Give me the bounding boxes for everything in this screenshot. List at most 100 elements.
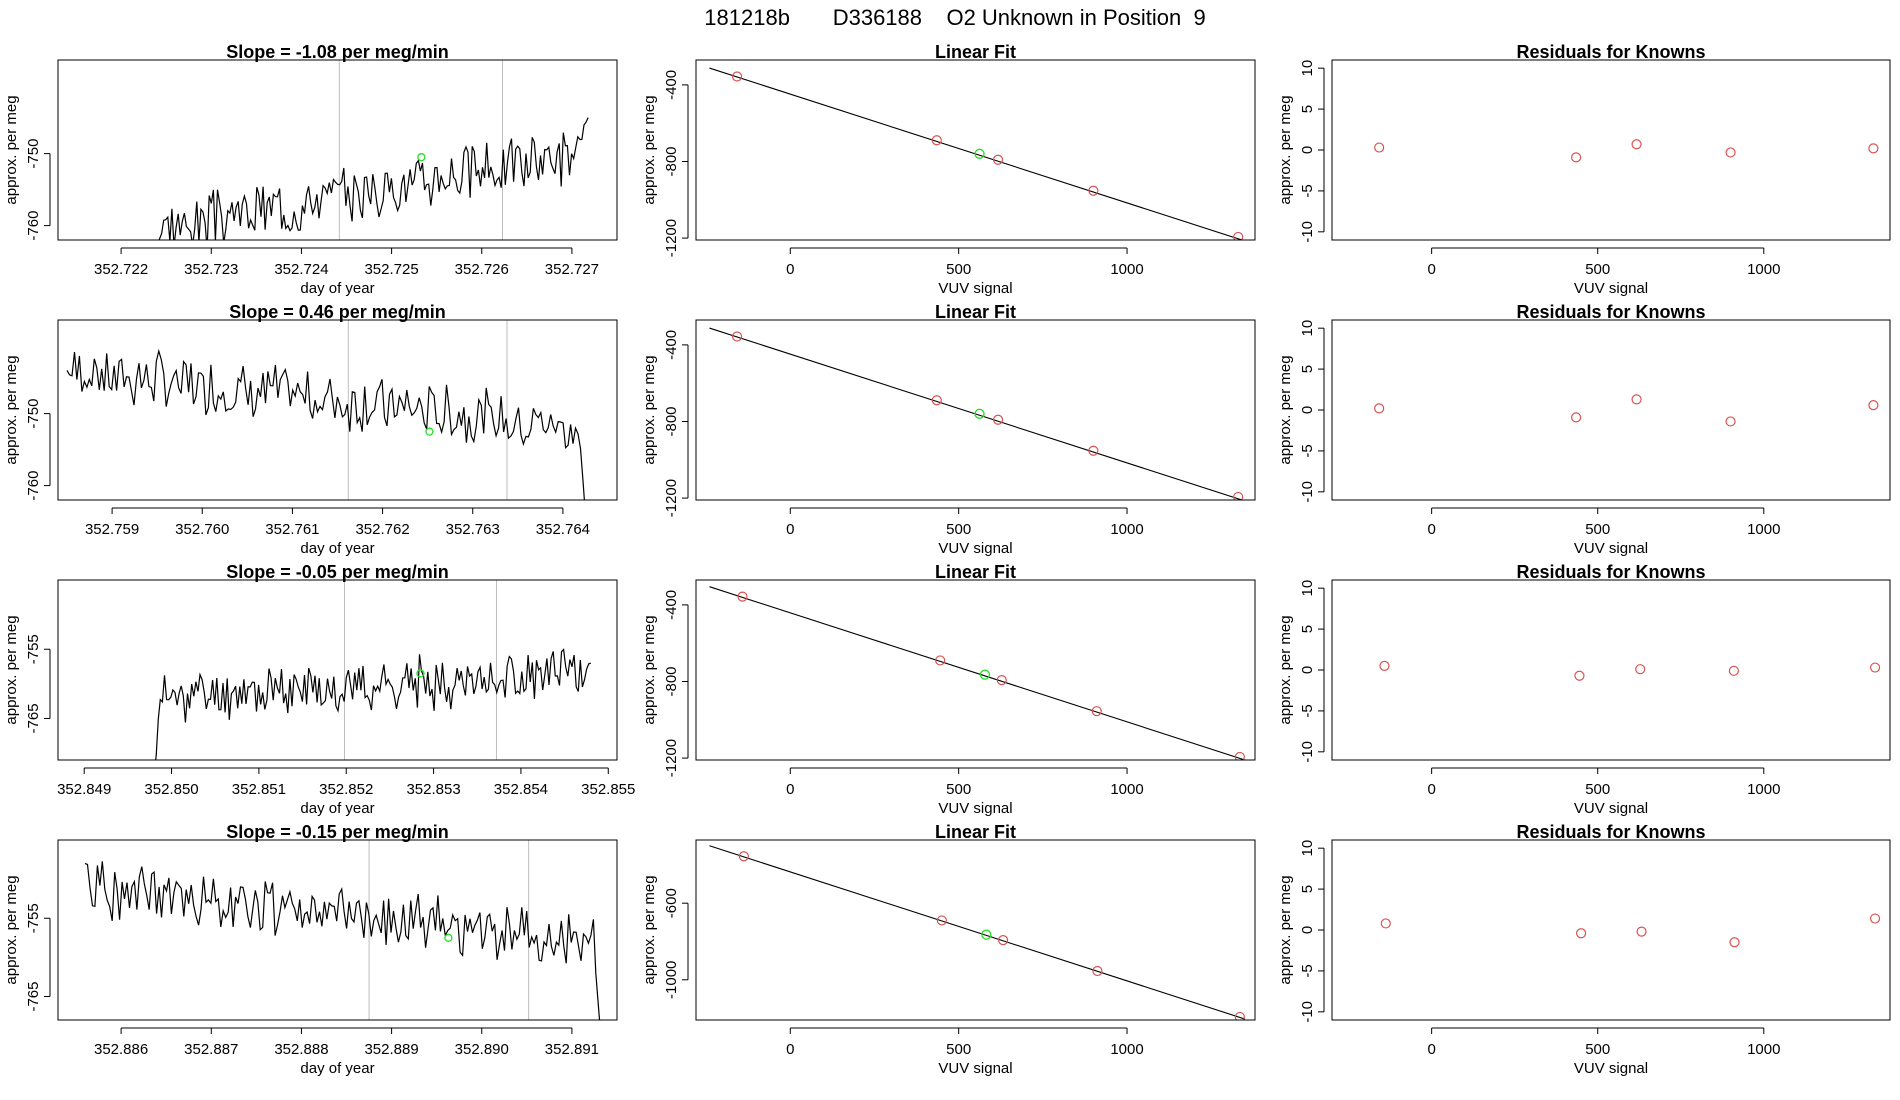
- x-axis-label: VUV signal: [938, 280, 1012, 297]
- x-tick-label: 352.855: [581, 781, 635, 798]
- y-axis-label: approx. per meg: [1277, 95, 1294, 204]
- plot-frame: [57, 59, 618, 241]
- y-axis-label: approx. per meg: [641, 615, 658, 724]
- x-axis-label: day of year: [300, 540, 374, 557]
- x-tick-label: 352.890: [455, 1041, 509, 1058]
- x-tick-label: 500: [1585, 1041, 1610, 1058]
- plot-area: [155, 580, 592, 760]
- x-axis-label: VUV signal: [1574, 1060, 1648, 1077]
- x-tick-label: 0: [1427, 521, 1435, 538]
- residual-point: [1725, 147, 1736, 158]
- plot-frame: [695, 839, 1256, 1021]
- panel-title: Residuals for Knowns: [1516, 562, 1705, 582]
- x-tick-label: 500: [946, 781, 971, 798]
- x-tick-label: 352.760: [175, 521, 229, 538]
- residual-point: [1379, 660, 1390, 672]
- time-series-line: [158, 117, 589, 240]
- x-tick-label: 352.849: [57, 781, 111, 798]
- panel-grid: Slope = -1.08 per meg/min 352.722 352.723 3…: [3, 42, 1891, 1077]
- residual-point: [1728, 665, 1739, 676]
- panel-title: Residuals for Knowns: [1516, 302, 1705, 322]
- x-tick-label: 500: [1585, 521, 1610, 538]
- plot-frame: [57, 579, 618, 761]
- unknown-point: [981, 929, 992, 940]
- unknown-sample-marker: [416, 669, 425, 678]
- plot-area: [709, 586, 1246, 760]
- x-tick-label: 352.887: [184, 1041, 238, 1058]
- x-axis-label: VUV signal: [1574, 280, 1648, 297]
- y-tick-label: 10: [1299, 320, 1316, 337]
- plot-area: [1374, 394, 1879, 427]
- y-tick-label: -755: [25, 903, 42, 933]
- y-tick-label: -750: [25, 139, 42, 169]
- y-tick-label: 0: [1299, 406, 1316, 414]
- x-tick-label: 1000: [1747, 1041, 1780, 1058]
- x-tick-label: 352.851: [232, 781, 286, 798]
- known-point: [998, 935, 1009, 946]
- panel-fit-1: Linear Fit 0 500 1000 VUV signal -400 -800 -120…: [641, 42, 1256, 297]
- y-axis-label: approx. per meg: [3, 615, 20, 724]
- time-series-line: [155, 648, 592, 760]
- y-axis-label: approx. per meg: [3, 95, 20, 204]
- unknown-point: [974, 148, 985, 159]
- x-tick-label: 0: [786, 521, 794, 538]
- x-tick-label: 352.850: [144, 781, 198, 798]
- x-tick-label: 352.888: [274, 1041, 328, 1058]
- known-point: [1233, 491, 1244, 500]
- known-point: [935, 655, 946, 666]
- fit-line: [709, 845, 1246, 1020]
- x-tick-label: 1000: [1110, 1041, 1143, 1058]
- x-tick-label: 352.726: [455, 261, 509, 278]
- y-tick-label: 10: [1299, 840, 1316, 857]
- x-tick-label: 352.886: [94, 1041, 148, 1058]
- x-tick-label: 352.762: [355, 521, 409, 538]
- panel-res-3: Residuals for Knowns 0 500 1000 VUV signal 10…: [1277, 562, 1891, 817]
- y-tick-label: -10: [1299, 221, 1316, 243]
- unknown-point: [974, 408, 985, 419]
- panel-title: Linear Fit: [935, 822, 1016, 842]
- y-tick-label: 5: [1299, 885, 1316, 893]
- x-tick-label: 1000: [1110, 781, 1143, 798]
- y-tick-label: -10: [1299, 1001, 1316, 1023]
- residual-point: [1636, 926, 1647, 937]
- panel-title: Linear Fit: [935, 562, 1016, 582]
- y-tick-label: 5: [1299, 365, 1316, 373]
- known-point: [1233, 231, 1244, 240]
- y-tick-label: -1000: [663, 961, 680, 999]
- y-tick-label: 5: [1299, 105, 1316, 113]
- x-tick-label: 352.759: [85, 521, 139, 538]
- x-tick-label: 352.722: [94, 261, 148, 278]
- x-tick-label: 352.891: [545, 1041, 599, 1058]
- known-point: [931, 135, 942, 146]
- plot-area: [84, 840, 601, 1020]
- panel-ts-3: Slope = -0.05 per meg/min 352.849 352.850 3…: [3, 562, 635, 817]
- x-axis-label: day of year: [300, 1060, 374, 1077]
- plot-area: [66, 320, 585, 500]
- plot-frame: [1331, 59, 1891, 241]
- y-tick-label: -760: [25, 211, 42, 241]
- plot-area: [709, 845, 1246, 1020]
- x-tick-label: 352.889: [364, 1041, 418, 1058]
- x-tick-label: 352.852: [319, 781, 373, 798]
- x-tick-label: 0: [786, 1041, 794, 1058]
- known-point: [737, 591, 748, 602]
- known-point: [992, 414, 1004, 425]
- unknown-point: [979, 669, 991, 680]
- panel-res-1: Residuals for Knowns 0 500 1000 VUV signal 10…: [1277, 42, 1891, 297]
- panel-title: Slope = -1.08 per meg/min: [226, 42, 449, 62]
- y-tick-label: 5: [1299, 625, 1316, 633]
- known-point: [731, 71, 743, 82]
- x-tick-label: 0: [786, 261, 794, 278]
- time-series-line: [84, 861, 601, 1020]
- plot-area: [1379, 660, 1881, 681]
- y-tick-label: -5: [1299, 184, 1316, 197]
- y-tick-label: -400: [663, 70, 680, 100]
- y-axis-label: approx. per meg: [1277, 355, 1294, 464]
- unknown-sample-marker: [425, 427, 434, 436]
- y-tick-label: -10: [1299, 741, 1316, 763]
- panel-title: Slope = -0.15 per meg/min: [226, 822, 449, 842]
- y-axis-label: approx. per meg: [1277, 875, 1294, 984]
- panel-ts-4: Slope = -0.15 per meg/min 352.886 352.887 3…: [3, 822, 618, 1077]
- residual-point: [1374, 403, 1385, 414]
